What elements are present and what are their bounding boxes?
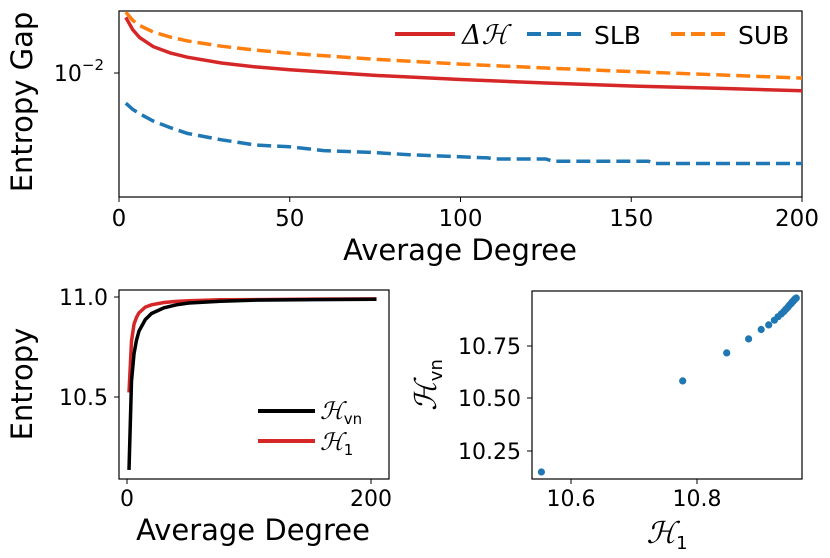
top-xtick-label: 50 — [275, 206, 304, 232]
legend-label-sub: SUB — [738, 21, 789, 50]
top-series-line-3 — [124, 10, 803, 80]
bl-xtick-label: 0 — [120, 487, 134, 512]
br-plot-frame — [531, 290, 803, 480]
scatter-point-3 — [723, 349, 731, 357]
top-y-axis-label: Entropy Gap — [5, 12, 39, 193]
scatter-point-1 — [537, 468, 546, 476]
scatter-point-22 — [792, 294, 800, 302]
br-points-group — [537, 294, 800, 476]
bl-plot-frame — [118, 289, 390, 480]
top-xtick-label: 100 — [439, 206, 483, 232]
top-ytick-label: 10−2 — [54, 56, 104, 87]
bl-x-axis-label: Average Degree — [136, 513, 370, 547]
br-xtick-label: 10.8 — [673, 487, 722, 512]
legend-label-delta-h: Δℋ — [461, 20, 512, 51]
legend-label-h-1: ℋ1 — [320, 428, 353, 459]
scatter-point-4 — [745, 335, 753, 343]
br-ytick-label: 10.75 — [458, 335, 521, 360]
bl-xtick-label: 200 — [350, 487, 392, 512]
top-xticks: 0 50 100 150 200 — [112, 197, 819, 232]
bl-series-line-1 — [127, 297, 377, 470]
bl-series-line-2 — [127, 297, 377, 393]
bottom-right-panel: 10.75 10.50 10.25 10.6 10.8 ℋ1 ℋvn — [409, 290, 803, 554]
br-ytick-label: 10.25 — [458, 440, 521, 465]
top-xtick-label: 150 — [609, 206, 653, 232]
top-plot-frame — [118, 10, 803, 198]
br-xtick-label: 10.6 — [547, 487, 596, 512]
top-x-axis-label: Average Degree — [343, 233, 577, 267]
bl-series-group — [127, 297, 377, 470]
bl-ytick-label: 11.0 — [59, 286, 108, 311]
br-y-axis-label: ℋvn — [409, 359, 447, 411]
scatter-point-2 — [679, 377, 687, 385]
top-panel: 10−2 0 50 100 150 200 Average Degree Ent… — [5, 10, 819, 267]
legend-label-slb: SLB — [594, 21, 641, 50]
br-x-axis-label: ℋ1 — [646, 516, 687, 554]
top-series-group — [124, 10, 803, 166]
legend-label-h-vn: ℋvn — [320, 397, 362, 428]
bl-y-axis-label: Entropy — [5, 328, 39, 441]
top-series-line-1 — [124, 16, 803, 93]
br-ytick-label: 10.50 — [458, 387, 521, 412]
scatter-point-6 — [765, 321, 773, 329]
bottom-left-panel: 11.0 10.5 0 200 Average Degree Entropy ℋ… — [5, 286, 392, 547]
top-legend: Δℋ SLB SUB — [395, 20, 789, 51]
bl-legend: ℋvn ℋ1 — [258, 397, 362, 459]
top-xtick-label: 200 — [775, 206, 819, 232]
bl-ytick-label: 10.5 — [59, 386, 108, 411]
top-xtick-label: 0 — [112, 206, 127, 232]
top-series-line-2 — [124, 101, 802, 166]
scatter-point-5 — [757, 325, 765, 334]
